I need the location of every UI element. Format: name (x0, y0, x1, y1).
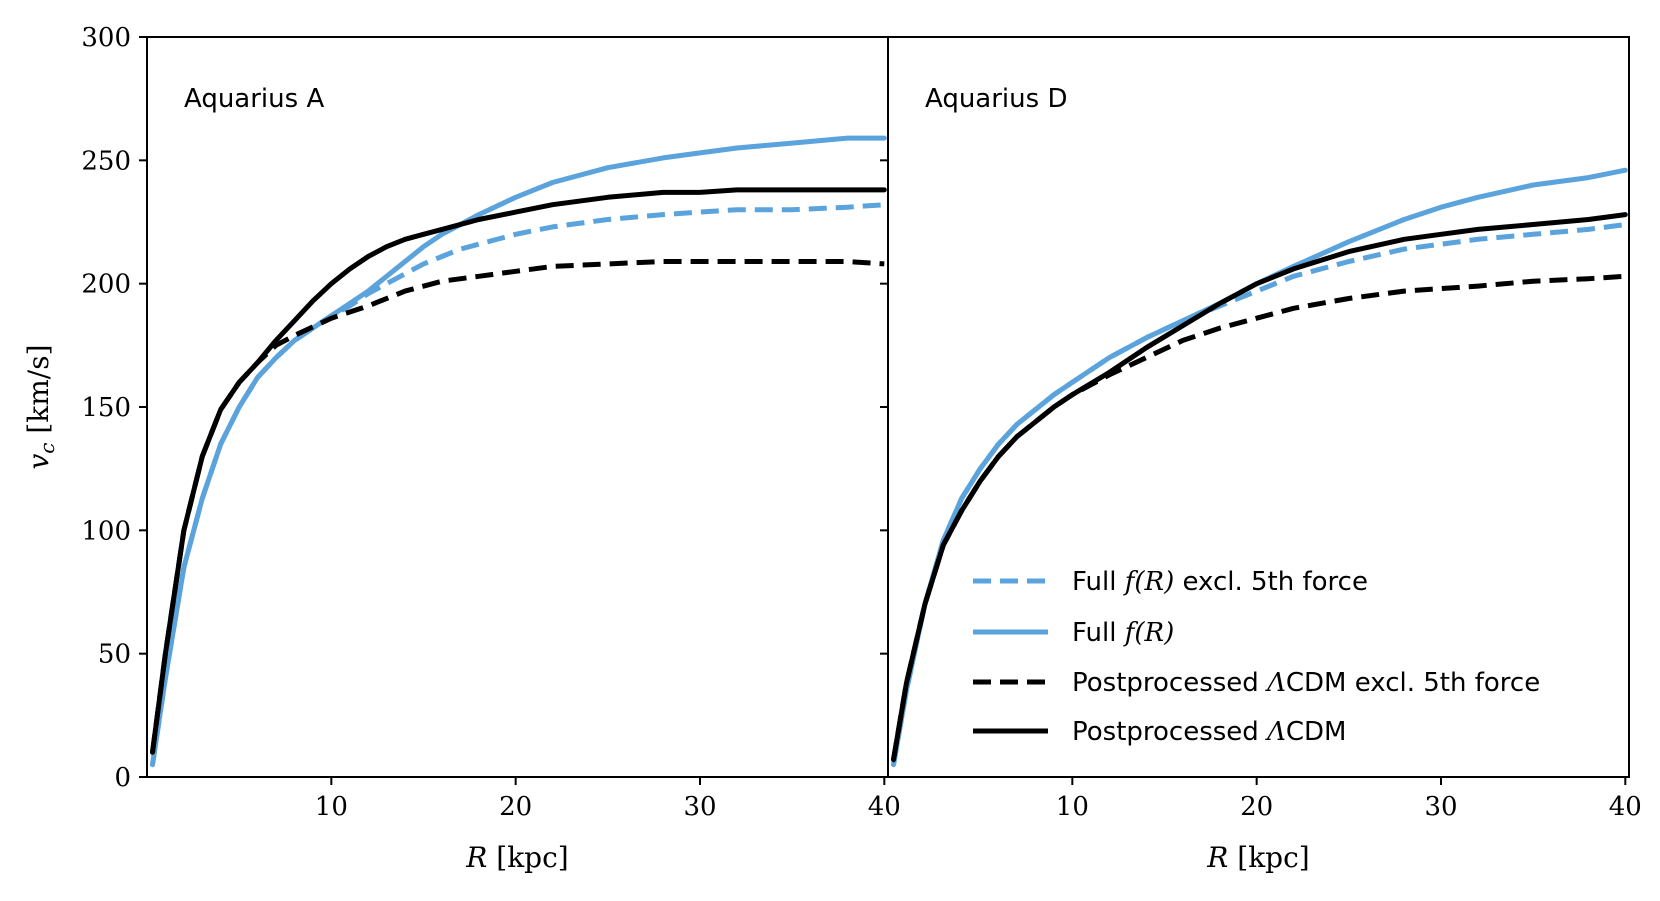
plot-frame (146, 36, 889, 778)
y-tick-label: 300 (81, 23, 131, 53)
x-tick-label: 20 (1240, 792, 1273, 822)
y-tick-label: 50 (98, 640, 131, 670)
panel-title: Aquarius A (184, 84, 324, 114)
legend-label: Postprocessed ΛCDM excl. 5th force (1072, 668, 1540, 698)
legend-label: Postprocessed ΛCDM (1072, 717, 1346, 747)
x-tick-label: 10 (315, 792, 348, 822)
series-line-lcdm (150, 187, 887, 755)
y-axis-label: vc [km/s] (22, 344, 59, 469)
series-line-fr (891, 167, 1628, 768)
x-tick-label: 40 (1609, 792, 1642, 822)
series-line-lcdm (891, 212, 1628, 763)
x-tick-label: 30 (683, 792, 716, 822)
panel-title: Aquarius D (925, 84, 1067, 114)
series-line-fr (150, 135, 887, 768)
x-axis-label: R [kpc] (1206, 841, 1309, 874)
panel-aquarius-a: 0 50 100 150 200 250 300 10 20 30 40 R [kpc] Aquariu… (81, 23, 901, 874)
plot-frame (887, 36, 1630, 778)
y-tick-label: 0 (114, 763, 131, 793)
x-tick-label: 30 (1424, 792, 1457, 822)
y-axis-label-text: vc [km/s] (22, 344, 59, 469)
series-line-excl-5th-force-fr (150, 202, 885, 766)
y-tick-label: 100 (81, 516, 131, 546)
legend-label: Full f(R) (1072, 618, 1174, 648)
x-tick-label: 10 (1056, 792, 1089, 822)
legend: Full f(R) excl. 5th force Full f(R) Postpr… (973, 567, 1540, 747)
y-tick-label: 150 (81, 393, 131, 423)
panel-aquarius-d: 10 20 30 40 R [kpc] Aquarius D Full f(R) excl.… (880, 36, 1642, 874)
series-line-excl-5th-force-lcdm (150, 259, 885, 753)
x-tick-label: 40 (868, 792, 901, 822)
x-tick-label: 20 (499, 792, 532, 822)
y-tick-label: 250 (81, 146, 131, 176)
legend-label: Full f(R) excl. 5th force (1072, 567, 1368, 597)
y-tick-label: 200 (81, 270, 131, 300)
x-axis-label: R [kpc] (465, 841, 568, 874)
